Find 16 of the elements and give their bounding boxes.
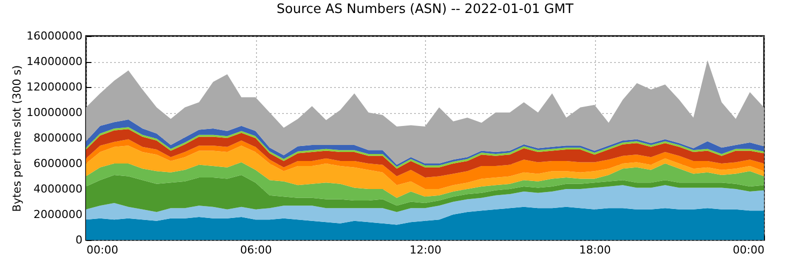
x-tick-label: 00:00 [86, 244, 118, 256]
y-tick-label: 10000000 [26, 106, 82, 119]
y-tick-label: 12000000 [26, 80, 82, 94]
x-tick-label: 18:00 [579, 244, 611, 256]
x-tick-label: 00:00 [732, 244, 764, 256]
y-tick-label: 6000000 [34, 157, 82, 170]
y-tick-label: 8000000 [34, 132, 82, 144]
y-tick-label: 4000000 [34, 182, 82, 196]
y-tick-label: 0 [76, 234, 82, 246]
y-tick-label: 14000000 [26, 55, 82, 68]
chart-title: Source AS Numbers (ASN) -- 2022-01-01 GMT [276, 2, 574, 17]
y-axis-title: Bytes per time slot (300 s) [10, 65, 24, 212]
x-tick-label: 06:00 [240, 244, 272, 256]
y-tick-label: 2000000 [34, 208, 82, 221]
y-tick-label: 16000000 [26, 30, 82, 42]
x-tick-label: 12:00 [410, 244, 442, 256]
